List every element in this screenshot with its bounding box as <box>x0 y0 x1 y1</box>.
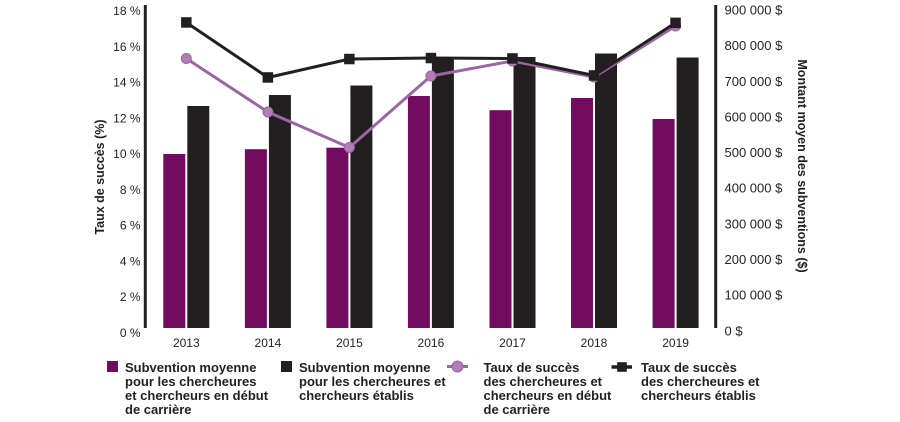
svg-text:et chercheurs en début: et chercheurs en début <box>125 388 269 403</box>
svg-text:2019: 2019 <box>662 336 689 350</box>
svg-text:2015: 2015 <box>336 336 363 350</box>
svg-text:des chercheures et: des chercheures et <box>641 374 760 389</box>
svg-text:Taux de succès: Taux de succès <box>484 360 580 375</box>
svg-text:900 000 $: 900 000 $ <box>725 3 784 18</box>
svg-text:0 %: 0 % <box>120 326 141 340</box>
svg-text:2013: 2013 <box>173 336 200 350</box>
svg-text:Subvention moyenne: Subvention moyenne <box>299 360 430 375</box>
svg-text:2016: 2016 <box>418 336 445 350</box>
svg-text:700 000 $: 700 000 $ <box>725 74 784 89</box>
svg-text:800 000 $: 800 000 $ <box>725 38 784 53</box>
svg-text:10 %: 10 % <box>113 147 141 161</box>
svg-text:Montant moyen des subventions: Montant moyen des subventions ($) <box>795 59 809 272</box>
svg-text:pour les chercheures et: pour les chercheures et <box>299 374 446 389</box>
svg-text:12 %: 12 % <box>113 111 141 125</box>
svg-text:4 %: 4 % <box>120 254 141 268</box>
svg-text:chercheurs en début: chercheurs en début <box>484 388 613 403</box>
svg-text:600 000 $: 600 000 $ <box>725 109 784 124</box>
svg-text:Taux de succès: Taux de succès <box>641 360 737 375</box>
svg-text:300 000 $: 300 000 $ <box>725 216 784 231</box>
svg-text:2017: 2017 <box>499 336 526 350</box>
svg-text:16 %: 16 % <box>113 40 141 54</box>
svg-text:2014: 2014 <box>255 336 282 350</box>
svg-text:Subvention moyenne: Subvention moyenne <box>125 360 256 375</box>
svg-text:Taux de succès (%): Taux de succès (%) <box>93 119 107 234</box>
svg-text:chercheurs établis: chercheurs établis <box>641 388 756 403</box>
svg-text:8 %: 8 % <box>120 183 141 197</box>
svg-text:500 000 $: 500 000 $ <box>725 145 784 160</box>
svg-text:chercheurs établis: chercheurs établis <box>299 388 414 403</box>
svg-text:6 %: 6 % <box>120 219 141 233</box>
svg-text:pour les chercheures: pour les chercheures <box>125 374 257 389</box>
svg-text:18 %: 18 % <box>113 4 141 18</box>
svg-text:0 $: 0 $ <box>725 323 744 338</box>
svg-text:de carrière: de carrière <box>125 402 192 417</box>
svg-text:2018: 2018 <box>581 336 608 350</box>
svg-text:de carrière: de carrière <box>484 402 551 417</box>
svg-text:des chercheures et: des chercheures et <box>484 374 603 389</box>
svg-text:100 000 $: 100 000 $ <box>725 288 784 303</box>
svg-text:400 000 $: 400 000 $ <box>725 181 784 196</box>
svg-text:14 %: 14 % <box>113 76 141 90</box>
svg-text:2 %: 2 % <box>120 290 141 304</box>
svg-text:200 000 $: 200 000 $ <box>725 252 784 267</box>
